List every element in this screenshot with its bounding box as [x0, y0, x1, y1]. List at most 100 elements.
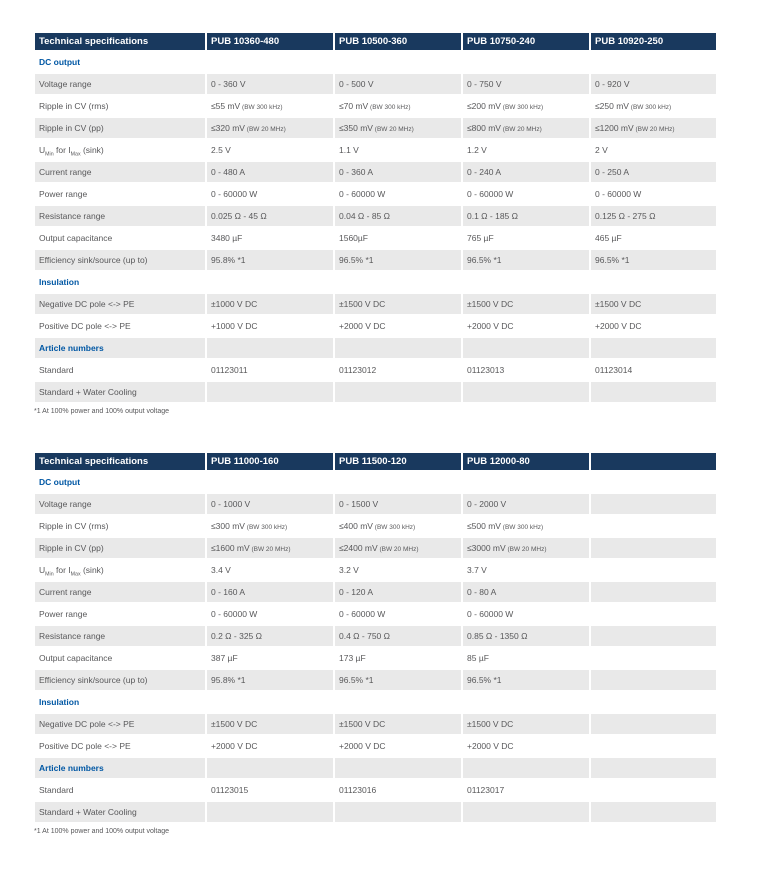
value-bandwidth-note: (BW 300 kHz)	[500, 524, 544, 531]
row-label: Standard + Water Cooling	[35, 382, 205, 402]
spec-value: ±1500 V DC	[463, 294, 589, 314]
section-cell	[207, 272, 333, 292]
section-cell	[463, 472, 589, 492]
spec-value	[335, 382, 461, 402]
value-bandwidth-note: (BW 20 MHz)	[377, 546, 419, 553]
value-main: ≤70 mV	[339, 101, 369, 111]
spec-row: Output capacitance 3480 µF 1560µF 765 µF 465…	[35, 228, 716, 248]
spec-value	[463, 802, 589, 822]
spec-value: 1560µF	[339, 233, 368, 243]
row-label: Output capacitance	[39, 653, 113, 663]
value-bandwidth-note: (BW 20 MHz)	[633, 126, 675, 133]
spec-value: ≤55 mV (BW 300 kHz)	[207, 96, 333, 116]
row-label: Resistance range	[35, 206, 205, 226]
section-title: Article numbers	[35, 338, 205, 358]
value-main: ≤350 mV	[339, 123, 373, 133]
table-header-row: Technical specifications PUB 11000-160 PUB…	[35, 453, 716, 470]
spec-value: 0 - 480 A	[207, 162, 333, 182]
spec-value	[463, 382, 589, 402]
spec-value: 0.125 Ω - 275 Ω	[591, 206, 716, 226]
spec-value: ±1500 V DC	[335, 294, 461, 314]
spec-row: Efficiency sink/source (up to) 95.8% *1 96…	[35, 670, 716, 690]
spec-row: Standard 01123015 01123016 01123017	[35, 780, 716, 800]
spec-value	[591, 516, 716, 536]
datasheet-page: Technical specifications PUB 10360-480 PUB…	[33, 31, 759, 835]
row-label: Efficiency sink/source (up to)	[35, 670, 205, 690]
row-label: Current range	[35, 582, 205, 602]
section-cell	[335, 472, 461, 492]
spec-value	[591, 670, 716, 690]
spec-value: ±1500 V DC	[207, 714, 333, 734]
spec-value: ≤320 mV (BW 20 MHz)	[207, 118, 333, 138]
spec-value: ±1500 V DC	[463, 714, 589, 734]
value-main: ≤400 mV	[339, 521, 373, 531]
spec-value: 01123011	[211, 365, 248, 375]
value-bandwidth-note: (BW 300 kHz)	[628, 104, 672, 111]
section-cell	[335, 758, 461, 778]
section-cell	[207, 338, 333, 358]
spec-value: 0 - 920 V	[591, 74, 716, 94]
spec-value	[591, 560, 716, 580]
spec-value: 0 - 160 A	[207, 582, 333, 602]
header-model-1: PUB 11000-160	[207, 453, 333, 470]
header-model-2: PUB 10500-360	[335, 33, 461, 50]
spec-row: Power range 0 - 60000 W 0 - 60000 W 0 - 600…	[35, 184, 716, 204]
spec-value: +2000 V DC	[339, 321, 386, 331]
spec-row: Ripple in CV (rms) ≤300 mV (BW 300 kHz) ≤4…	[35, 516, 716, 536]
row-label: Positive DC pole <-> PE	[39, 321, 131, 331]
row-label: Positive DC pole <-> PE	[39, 741, 131, 751]
section-cell	[591, 52, 716, 72]
row-label: Standard + Water Cooling	[35, 802, 205, 822]
section-cell	[463, 338, 589, 358]
spec-value: 3.2 V	[339, 565, 359, 575]
spec-value: 0.025 Ω - 45 Ω	[207, 206, 333, 226]
section-row: DC output	[35, 52, 716, 72]
spec-value: +2000 V DC	[467, 741, 514, 751]
value-main: ≤55 mV	[211, 101, 241, 111]
spec-value	[591, 714, 716, 734]
spec-value: 3.7 V	[467, 565, 487, 575]
section-row: Insulation	[35, 692, 716, 712]
value-bandwidth-note: (BW 300 kHz)	[368, 104, 411, 111]
spec-value: 0 - 60000 W	[339, 189, 386, 199]
spec-value: 95.8% *1	[207, 250, 333, 270]
spec-value: ≤400 mV (BW 300 kHz)	[335, 516, 461, 536]
section-row: Insulation	[35, 272, 716, 292]
section-cell	[335, 338, 461, 358]
section-cell	[335, 52, 461, 72]
row-label: Ripple in CV (pp)	[35, 118, 205, 138]
spec-value: ≤300 mV (BW 300 kHz)	[207, 516, 333, 536]
spec-value: 01123015	[211, 785, 249, 795]
spec-table-2: Technical specifications PUB 11000-160 PUB…	[33, 451, 718, 824]
section-title: DC output	[39, 477, 81, 487]
header-model-2: PUB 11500-120	[335, 453, 461, 470]
spec-row: Positive DC pole <-> PE +2000 V DC +2000 V…	[35, 736, 716, 756]
section-title: Insulation	[39, 277, 80, 287]
spec-row: Ripple in CV (pp) ≤1600 mV (BW 20 MHz) ≤24…	[35, 538, 716, 558]
spec-value: ±1000 V DC	[207, 294, 333, 314]
row-label: Efficiency sink/source (up to)	[35, 250, 205, 270]
spec-value: 01123012	[339, 365, 377, 375]
spec-value: +2000 V DC	[211, 741, 258, 751]
section-row: Article numbers	[35, 758, 716, 778]
spec-value: 0 - 250 A	[591, 162, 716, 182]
value-main: ≤250 mV	[595, 101, 629, 111]
spec-value	[591, 802, 716, 822]
spec-value: 387 µF	[211, 653, 238, 663]
header-model-4: PUB 10920-250	[591, 33, 716, 50]
section-title: Article numbers	[35, 758, 205, 778]
row-label: Negative DC pole <-> PE	[35, 294, 205, 314]
spec-value: ±1500 V DC	[335, 714, 461, 734]
spec-value: 465 µF	[595, 233, 622, 243]
header-specs-label: Technical specifications	[35, 33, 205, 50]
spec-row: UMin for IMax (sink) 3.4 V 3.2 V 3.7 V	[35, 560, 716, 580]
spec-value: ≤1600 mV (BW 20 MHz)	[207, 538, 333, 558]
table-2-footnote: *1 At 100% power and 100% output voltage	[34, 828, 170, 835]
header-model-4	[591, 453, 716, 470]
spec-value: 01123013	[467, 365, 505, 375]
section-cell	[207, 472, 333, 492]
section-cell	[591, 472, 716, 492]
spec-value: 0 - 120 A	[335, 582, 461, 602]
spec-table-block-1: Technical specifications PUB 10360-480 PUB…	[33, 31, 759, 415]
